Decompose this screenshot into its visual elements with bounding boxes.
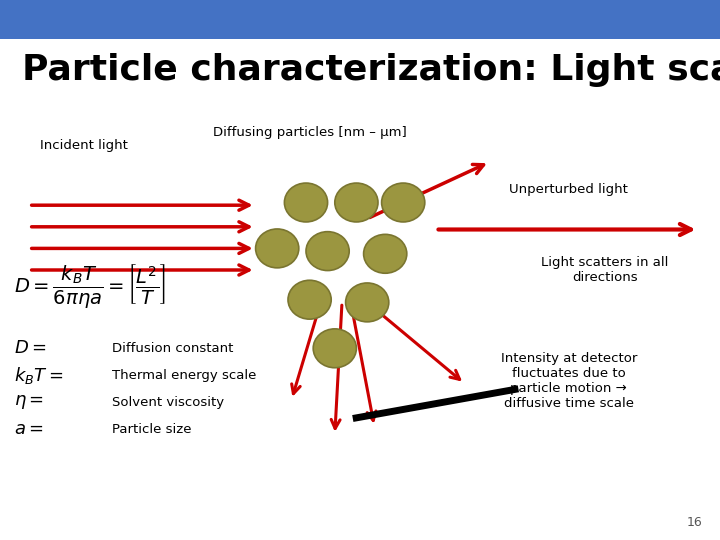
Text: Nanoparticle Interactions: Nanoparticle Interactions [178, 13, 348, 26]
Ellipse shape [256, 229, 299, 268]
Ellipse shape [288, 280, 331, 319]
Text: Molecular Assembly: Molecular Assembly [24, 13, 142, 26]
Text: Particle characterization: Light scattering: Particle characterization: Light scatter… [22, 53, 720, 87]
Text: Intensity at detector
fluctuates due to
particle motion →
diffusive time scale: Intensity at detector fluctuates due to … [500, 352, 637, 410]
Text: Solvent viscosity: Solvent viscosity [112, 396, 224, 409]
Text: Deposition & Transport: Deposition & Transport [534, 13, 669, 26]
Ellipse shape [335, 183, 378, 222]
Text: Diffusing particles [nm – μm]: Diffusing particles [nm – μm] [212, 126, 407, 139]
Text: Particle size: Particle size [112, 423, 191, 436]
Text: $k_B T=$: $k_B T=$ [14, 365, 63, 386]
Ellipse shape [306, 232, 349, 271]
Text: 16: 16 [686, 516, 702, 529]
Text: $D=$: $D=$ [14, 339, 47, 357]
Ellipse shape [284, 183, 328, 222]
Text: Unperturbed light: Unperturbed light [509, 183, 629, 195]
Text: $\eta=$: $\eta=$ [14, 393, 45, 411]
Text: Bulk Sedimentation: Bulk Sedimentation [377, 13, 494, 26]
Ellipse shape [313, 329, 356, 368]
Ellipse shape [382, 183, 425, 222]
Ellipse shape [364, 234, 407, 273]
Text: Diffusion constant: Diffusion constant [112, 342, 233, 355]
Text: $a=$: $a=$ [14, 420, 44, 438]
Text: Light scatters in all
directions: Light scatters in all directions [541, 256, 668, 284]
Text: $D = \dfrac{k_B T}{6\pi\eta a} = \left[\dfrac{L^2}{T}\right]$: $D = \dfrac{k_B T}{6\pi\eta a} = \left[\… [14, 262, 166, 310]
Text: Thermal energy scale: Thermal energy scale [112, 369, 256, 382]
Text: Incident light: Incident light [40, 139, 127, 152]
Bar [0, 0, 720, 39]
Ellipse shape [346, 283, 389, 322]
